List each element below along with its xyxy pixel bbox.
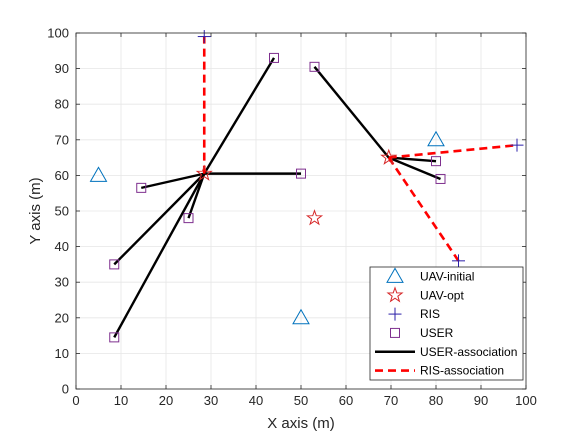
uav-opt-marker	[380, 148, 398, 165]
markers	[89, 30, 524, 343]
y-tick-label: 80	[55, 97, 69, 112]
user-association-line	[140, 172, 205, 190]
ris-marker	[510, 138, 524, 152]
y-tick-label: 90	[55, 61, 69, 76]
legend-label: RIS-association	[420, 364, 504, 378]
legend-entry: USER	[390, 326, 454, 340]
ris-association-line	[387, 156, 460, 262]
legend: UAV-initial UAV-opt RIS USER USER-associatio…	[369, 266, 524, 381]
legend-uav-initial-marker	[386, 267, 404, 283]
user-association-line	[113, 173, 206, 338]
x-axis-label: X axis (m)	[267, 415, 335, 432]
legend-user-marker	[390, 327, 400, 338]
legend-label: USER	[420, 326, 454, 340]
y-tick-label: 40	[55, 239, 69, 254]
uav-opt-marker	[305, 209, 324, 226]
y-tick-label: 70	[55, 132, 69, 147]
plot-frame	[75, 32, 527, 390]
user-association-line	[388, 156, 437, 163]
legend-entry: RIS-association	[375, 364, 504, 378]
legend-entry: UAV-opt	[386, 286, 464, 303]
association-lines	[113, 36, 518, 338]
y-tick-label: 50	[55, 204, 69, 219]
user-marker	[431, 156, 441, 167]
user-association-line	[113, 172, 206, 266]
user-marker	[109, 259, 120, 270]
y-tick-label: 0	[62, 382, 69, 397]
x-tick-label: 10	[114, 393, 128, 408]
x-tick-label: 0	[72, 393, 79, 408]
legend-uav-opt-marker	[386, 286, 404, 303]
user-association-line	[187, 173, 206, 219]
legend-entry: UAV-initial	[386, 267, 474, 283]
legend-ris-marker	[388, 307, 402, 321]
legend-label: RIS	[420, 307, 440, 321]
y-tick-label: 100	[47, 26, 69, 41]
x-tick-label: 30	[204, 393, 218, 408]
x-tick-label: 20	[159, 393, 173, 408]
x-tick-label: 70	[384, 393, 398, 408]
user-association-line	[388, 156, 441, 181]
y-tick-label: 20	[55, 310, 69, 325]
legend-label: USER-association	[420, 345, 517, 359]
legend-label: UAV-opt	[420, 288, 464, 302]
uav-initial-marker	[427, 130, 445, 147]
user-marker	[183, 213, 194, 224]
user-marker	[109, 332, 120, 343]
x-tick-label: 50	[294, 393, 308, 408]
x-tick-label: 90	[474, 393, 488, 408]
legend-entry: USER-association	[375, 345, 517, 359]
tick-labels: 0 10 20 30 40 50 60 70 80 90 100 0 10 20 30 40 50 60 70 80 9…	[47, 26, 537, 409]
legend-label: UAV-initial	[420, 269, 474, 283]
legend-entry: RIS	[388, 307, 440, 321]
uav-initial-marker	[89, 166, 108, 182]
x-tick-label: 100	[515, 393, 537, 408]
uav-initial-marker	[292, 308, 310, 325]
x-tick-label: 80	[429, 393, 443, 408]
user-marker	[296, 168, 306, 179]
ris-association-line	[388, 143, 518, 159]
user-marker	[435, 173, 446, 184]
user-marker	[269, 52, 279, 63]
y-tick-label: 30	[55, 275, 69, 290]
y-tick-label: 60	[55, 168, 69, 183]
user-marker	[136, 182, 147, 193]
ris-marker	[452, 254, 465, 268]
y-axis-label: Y axis (m)	[27, 177, 44, 244]
y-tick-label: 10	[55, 346, 69, 361]
x-tick-label: 40	[249, 393, 263, 408]
legend-box	[369, 266, 524, 381]
user-association-line	[313, 66, 390, 159]
uav-opt-marker	[195, 164, 213, 181]
user-association-line	[203, 57, 276, 175]
x-tick-label: 60	[339, 393, 353, 408]
ris-marker	[197, 30, 211, 44]
user-marker	[309, 61, 320, 72]
